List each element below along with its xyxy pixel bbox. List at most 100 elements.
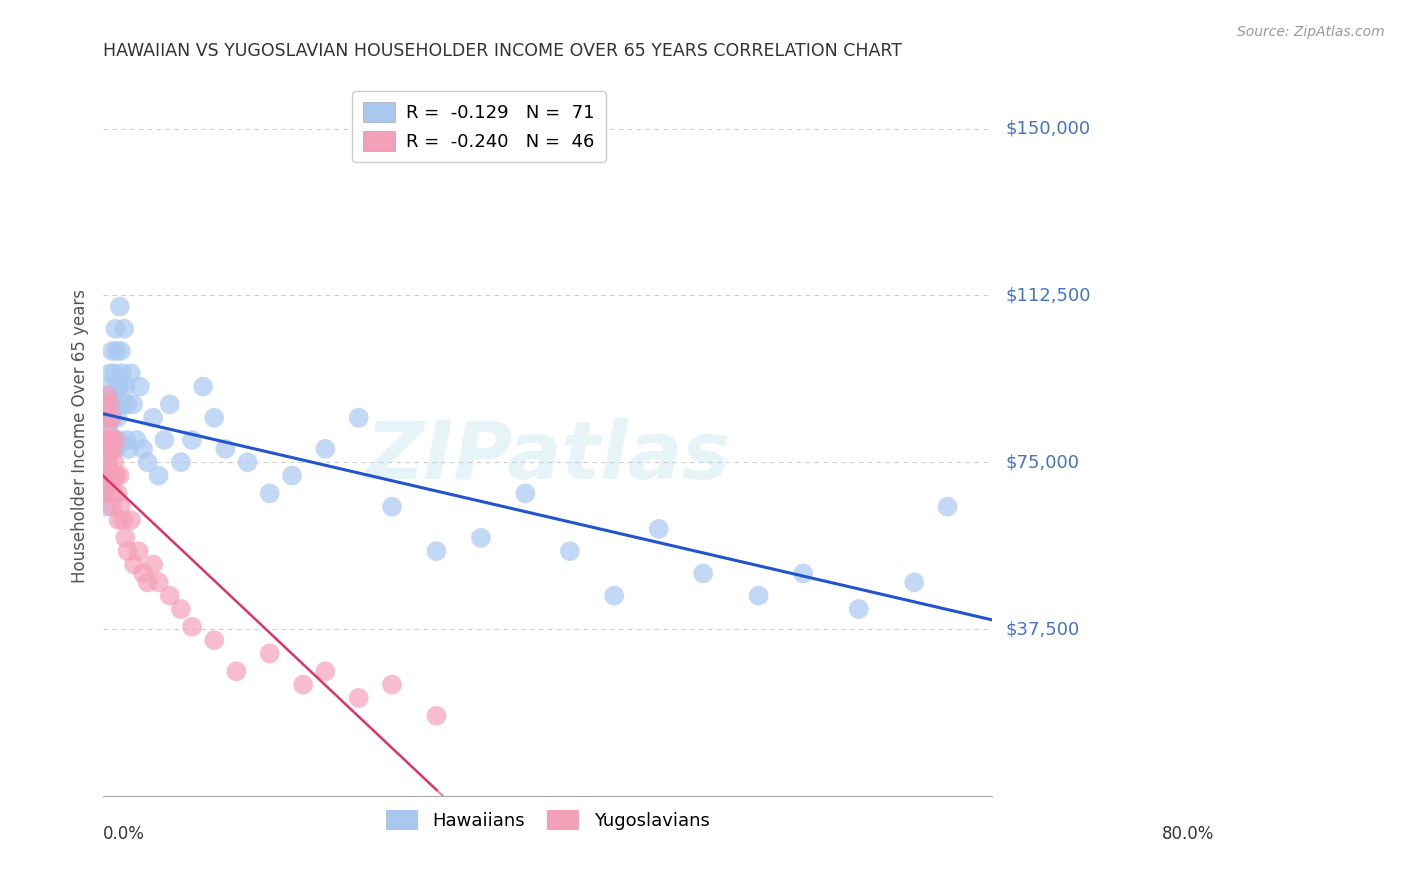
Point [236,455,259,469]
Point [97,388,120,402]
Point [425,708,447,723]
Point [98,397,121,411]
Point [98,397,121,411]
Point [181,620,204,634]
Point [120,513,142,527]
Point [107,433,129,447]
Text: ZIPatlas: ZIPatlas [366,418,730,496]
Point [105,442,128,456]
Point [170,455,193,469]
Point [558,544,581,558]
Point [103,455,125,469]
Point [96,442,118,456]
Point [97,455,120,469]
Point [100,433,122,447]
Point [692,566,714,581]
Point [97,410,120,425]
Point [122,397,145,411]
Point [112,513,135,527]
Point [848,602,870,616]
Point [93,486,115,500]
Point [98,442,121,456]
Point [153,433,176,447]
Point [259,486,281,500]
Point [97,477,120,491]
Point [103,366,125,380]
Point [314,665,336,679]
Point [292,678,315,692]
Point [97,388,120,402]
Point [100,442,122,456]
Point [225,665,247,679]
Point [142,558,165,572]
Point [159,589,181,603]
Point [107,513,129,527]
Point [97,442,120,456]
Point [132,442,155,456]
Point [107,379,129,393]
Point [347,410,370,425]
Point [98,366,121,380]
Point [347,690,370,705]
Point [114,531,136,545]
Point [191,379,214,393]
Point [94,468,117,483]
Point [105,468,128,483]
Point [94,433,117,447]
Point [105,344,128,359]
Text: $150,000: $150,000 [1005,120,1091,137]
Point [111,366,134,380]
Point [181,433,204,447]
Point [101,410,124,425]
Point [118,442,141,456]
Text: HAWAIIAN VS YUGOSLAVIAN HOUSEHOLDER INCOME OVER 65 YEARS CORRELATION CHART: HAWAIIAN VS YUGOSLAVIAN HOUSEHOLDER INCO… [103,42,903,60]
Point [136,455,159,469]
Point [117,544,139,558]
Point [647,522,669,536]
Point [103,468,125,483]
Point [281,468,304,483]
Point [515,486,537,500]
Point [108,468,131,483]
Point [107,410,129,425]
Point [104,397,127,411]
Point [125,433,148,447]
Point [381,500,404,514]
Point [112,322,135,336]
Point [314,442,336,456]
Point [97,424,120,438]
Point [98,464,121,478]
Point [142,410,165,425]
Point [170,602,193,616]
Point [120,366,142,380]
Point [101,500,124,514]
Point [136,575,159,590]
Point [107,486,129,500]
Text: $75,000: $75,000 [1005,453,1080,471]
Point [101,442,124,456]
Point [148,575,170,590]
Text: Source: ZipAtlas.com: Source: ZipAtlas.com [1237,25,1385,39]
Point [101,344,124,359]
Point [470,531,492,545]
Text: $112,500: $112,500 [1005,286,1091,304]
Point [101,397,124,411]
Point [101,410,124,425]
Point [96,455,118,469]
Point [101,486,124,500]
Point [122,558,145,572]
Point [93,486,115,500]
Point [214,442,236,456]
Point [202,410,225,425]
Point [96,433,118,447]
Point [259,647,281,661]
Legend: Hawaiians, Yugoslavians: Hawaiians, Yugoslavians [378,803,717,838]
Point [100,468,122,483]
Point [117,397,139,411]
Point [104,433,127,447]
Point [132,566,155,581]
Point [159,397,181,411]
Point [103,468,125,483]
Point [748,589,770,603]
Point [110,500,132,514]
